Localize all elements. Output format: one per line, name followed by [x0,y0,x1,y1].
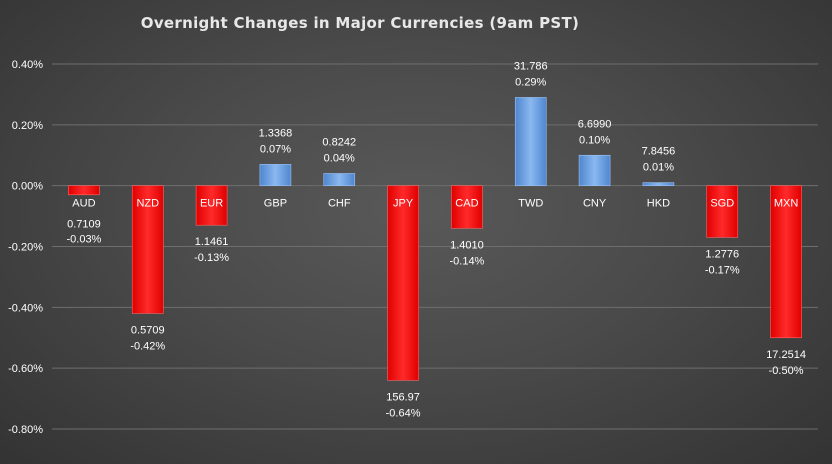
y-tick-label: 0.40% [12,59,43,71]
category-label: EUR [200,198,223,210]
percent-label: 0.10% [579,134,610,146]
y-tick-label: 0.00% [12,181,43,193]
percent-label: 0.29% [515,76,546,88]
rate-label: 1.4010 [450,239,484,251]
y-tick-label: -0.60% [8,363,43,375]
category-label: CHF [328,198,351,210]
bar-gbp [259,164,292,186]
bar-aud [68,185,100,196]
percent-label: -0.42% [130,340,165,352]
rate-label: 0.7109 [67,219,101,231]
category-label: SGD [710,198,734,210]
y-tick-label: -0.40% [8,302,43,314]
y-tick-label: 0.20% [12,120,43,132]
percent-label: -0.13% [194,252,229,264]
rate-label: 6.6990 [578,118,612,130]
percent-label: 0.01% [643,162,674,174]
rate-label: 31.786 [514,60,548,72]
bar-mxn [770,185,802,339]
bar-cad [451,185,483,229]
percent-label: -0.17% [705,264,740,276]
rate-label: 7.8456 [642,146,676,158]
y-tick-label: -0.20% [8,242,43,254]
rate-label: 1.1461 [195,236,229,248]
percent-label: 0.07% [260,143,291,155]
rate-label: 1.3368 [259,127,293,139]
category-label: CNY [583,198,607,210]
bar-twd [514,97,547,186]
rate-label: 0.5709 [131,324,165,336]
percent-label: -0.14% [449,255,484,267]
bar-cny [578,154,611,186]
category-label: NZD [136,198,159,210]
category-label: CAD [455,198,478,210]
percent-label: -0.64% [386,407,421,419]
percent-label: -0.50% [769,365,804,377]
y-tick-label: -0.80% [8,424,43,436]
rate-label: 156.97 [386,391,420,403]
category-label: HKD [647,198,670,210]
percent-label: 0.04% [324,153,355,165]
rate-label: 17.2514 [766,349,806,361]
category-label: AUD [72,198,95,210]
bar-eur [195,185,228,226]
bar-sgd [706,185,739,238]
category-label: JPY [393,198,414,210]
rate-label: 1.2776 [705,248,739,260]
rate-label: 0.8242 [322,137,356,149]
chart-title: Overnight Changes in Major Currencies (9… [140,14,580,32]
bar-nzd [131,185,164,314]
category-label: GBP [264,198,287,210]
bar-jpy [387,185,419,381]
category-label: MXN [774,198,799,210]
bar-hkd [642,182,675,186]
percent-label: -0.03% [66,234,101,246]
category-label: TWD [518,198,543,210]
bar-chf [323,173,356,186]
